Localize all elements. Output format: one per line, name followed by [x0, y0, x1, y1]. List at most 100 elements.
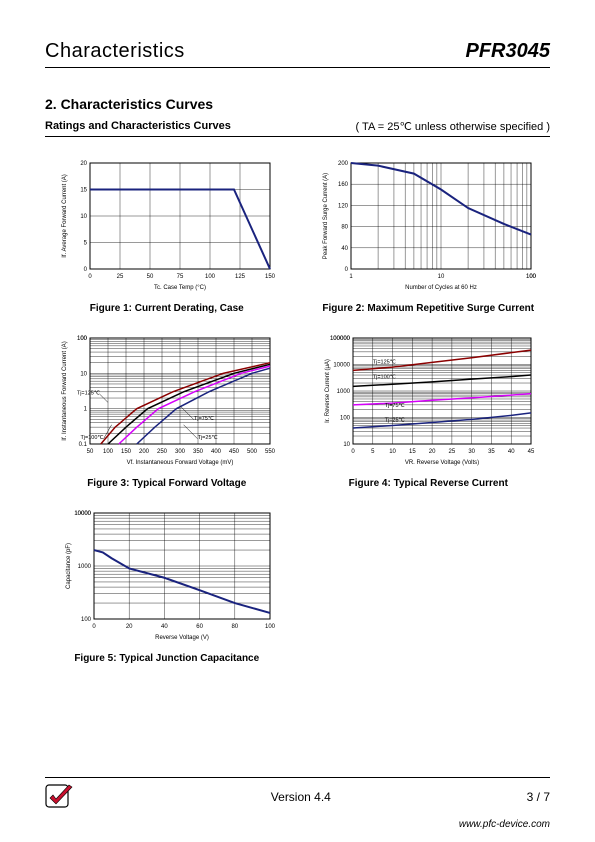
subtitle-row: Ratings and Characteristics Curves ( TA … — [45, 120, 550, 137]
svg-text:400: 400 — [211, 449, 222, 455]
svg-text:10000: 10000 — [74, 511, 91, 517]
svg-text:10: 10 — [80, 214, 87, 220]
figure-3-caption: Figure 3: Typical Forward Voltage — [87, 478, 246, 489]
svg-text:160: 160 — [338, 182, 349, 188]
svg-text:Vf. Instantaneous Forward Volt: Vf. Instantaneous Forward Voltage (mV) — [126, 460, 233, 466]
svg-text:If. Instantaneous Forward Curr: If. Instantaneous Forward Current (A) — [62, 341, 68, 440]
svg-text:120: 120 — [338, 203, 349, 209]
chart-surge-current: 11010010004080120160200Number of Cycles … — [313, 157, 543, 297]
svg-text:150: 150 — [121, 449, 132, 455]
svg-text:250: 250 — [157, 449, 168, 455]
svg-text:10: 10 — [389, 449, 396, 455]
svg-text:Number of Cycles at 60 Hz: Number of Cycles at 60 Hz — [405, 285, 477, 291]
svg-text:10: 10 — [438, 274, 445, 280]
svg-text:15: 15 — [409, 449, 416, 455]
svg-text:20: 20 — [80, 161, 87, 167]
charts-grid: 025507510012515005101520Tc. Case Temp (°… — [45, 157, 550, 674]
svg-text:20: 20 — [126, 624, 133, 630]
svg-text:40: 40 — [508, 449, 515, 455]
svg-text:100: 100 — [265, 624, 276, 630]
svg-text:1000: 1000 — [77, 564, 91, 570]
figure-5: 02040608010010010001000010000Reverse Vol… — [45, 507, 289, 674]
chart-current-derating: 025507510012515005101520Tc. Case Temp (°… — [52, 157, 282, 297]
svg-text:35: 35 — [488, 449, 495, 455]
svg-text:1000: 1000 — [337, 389, 351, 395]
svg-text:40: 40 — [161, 624, 168, 630]
svg-text:15: 15 — [80, 188, 87, 194]
svg-text:40: 40 — [342, 246, 349, 252]
svg-text:If. Average Forward Current (A: If. Average Forward Current (A) — [62, 174, 68, 258]
svg-text:Tj=125℃: Tj=125℃ — [77, 390, 101, 396]
svg-text:1: 1 — [83, 407, 87, 413]
svg-text:50: 50 — [86, 449, 93, 455]
svg-text:30: 30 — [469, 449, 476, 455]
svg-text:550: 550 — [265, 449, 276, 455]
svg-text:100: 100 — [340, 416, 351, 422]
svg-text:100: 100 — [81, 617, 92, 623]
svg-text:60: 60 — [196, 624, 203, 630]
svg-text:Tc. Case Temp (°C): Tc. Case Temp (°C) — [154, 285, 206, 291]
svg-text:100: 100 — [205, 274, 216, 280]
page-number: 3 / 7 — [527, 790, 550, 804]
svg-text:80: 80 — [342, 225, 349, 231]
svg-text:10: 10 — [80, 371, 87, 377]
svg-text:50: 50 — [146, 274, 153, 280]
part-number: PFR3045 — [466, 40, 551, 63]
svg-text:Tj=75℃: Tj=75℃ — [194, 416, 215, 422]
svg-text:350: 350 — [193, 449, 204, 455]
figure-1: 025507510012515005101520Tc. Case Temp (°… — [45, 157, 289, 324]
svg-text:45: 45 — [528, 449, 535, 455]
svg-text:100: 100 — [77, 336, 88, 342]
svg-text:0: 0 — [345, 267, 349, 273]
svg-text:200: 200 — [139, 449, 150, 455]
svg-text:500: 500 — [247, 449, 258, 455]
page-header: Characteristics PFR3045 — [45, 40, 550, 68]
svg-text:100: 100 — [526, 274, 537, 280]
svg-text:125: 125 — [235, 274, 246, 280]
svg-text:200: 200 — [338, 161, 349, 167]
svg-text:Tj=25℃: Tj=25℃ — [197, 435, 218, 441]
svg-text:5: 5 — [371, 449, 375, 455]
company-logo-icon — [45, 784, 75, 810]
svg-text:25: 25 — [449, 449, 456, 455]
figure-4-caption: Figure 4: Typical Reverse Current — [349, 478, 508, 489]
svg-text:0.1: 0.1 — [78, 442, 87, 448]
svg-text:Peak Forward Surge Current (A): Peak Forward Surge Current (A) — [323, 173, 329, 259]
svg-text:0: 0 — [83, 267, 87, 273]
chart-reverse-current: 0510152025303540451010010001000010000010… — [313, 332, 543, 472]
svg-text:5: 5 — [83, 241, 87, 247]
svg-text:10000: 10000 — [334, 363, 351, 369]
svg-text:80: 80 — [231, 624, 238, 630]
version-label: Version 4.4 — [271, 790, 331, 804]
svg-text:0: 0 — [352, 449, 356, 455]
figure-4: 0510152025303540451010010001000010000010… — [307, 332, 551, 499]
section-title: 2. Characteristics Curves — [45, 96, 550, 112]
figure-1-caption: Figure 1: Current Derating, Case — [90, 303, 244, 314]
subtitle: Ratings and Characteristics Curves — [45, 120, 231, 133]
svg-text:0: 0 — [88, 274, 92, 280]
footer-url: www.pfc-device.com — [459, 819, 550, 830]
svg-text:150: 150 — [265, 274, 276, 280]
figure-2: 11010010004080120160200Number of Cycles … — [307, 157, 551, 324]
figure-5-caption: Figure 5: Typical Junction Capacitance — [74, 653, 259, 664]
chart-forward-voltage: 50 100 150 200 250 300 350 400 450 500 550 0.1 1 10 10… — [52, 332, 282, 472]
svg-text:10: 10 — [344, 442, 351, 448]
condition-note: ( TA = 25℃ unless otherwise specified ) — [356, 120, 550, 133]
svg-text:Tj=25℃: Tj=25℃ — [385, 418, 406, 424]
svg-text:0: 0 — [92, 624, 96, 630]
svg-text:Ir. Reverse Current (μA): Ir. Reverse Current (μA) — [325, 359, 331, 423]
svg-text:100: 100 — [103, 449, 114, 455]
figure-3: 50 100 150 200 250 300 350 400 450 500 550 0.1 1 10 10… — [45, 332, 289, 499]
svg-text:100000: 100000 — [330, 336, 351, 342]
svg-text:Tj=100℃: Tj=100℃ — [80, 435, 104, 441]
figure-2-caption: Figure 2: Maximum Repetitive Surge Curre… — [322, 303, 534, 314]
chart-junction-capacitance: 02040608010010010001000010000Reverse Vol… — [52, 507, 282, 647]
svg-text:VR. Reverse Voltage (Volts): VR. Reverse Voltage (Volts) — [405, 460, 479, 466]
svg-text:300: 300 — [175, 449, 186, 455]
svg-text:Tj=75℃: Tj=75℃ — [385, 403, 406, 409]
svg-text:Reverse Voltage (V): Reverse Voltage (V) — [155, 635, 209, 641]
header-section-name: Characteristics — [45, 40, 185, 63]
svg-text:450: 450 — [229, 449, 240, 455]
svg-text:Tj=125℃: Tj=125℃ — [373, 359, 397, 365]
svg-text:Capacitance (pF): Capacitance (pF) — [66, 543, 72, 589]
